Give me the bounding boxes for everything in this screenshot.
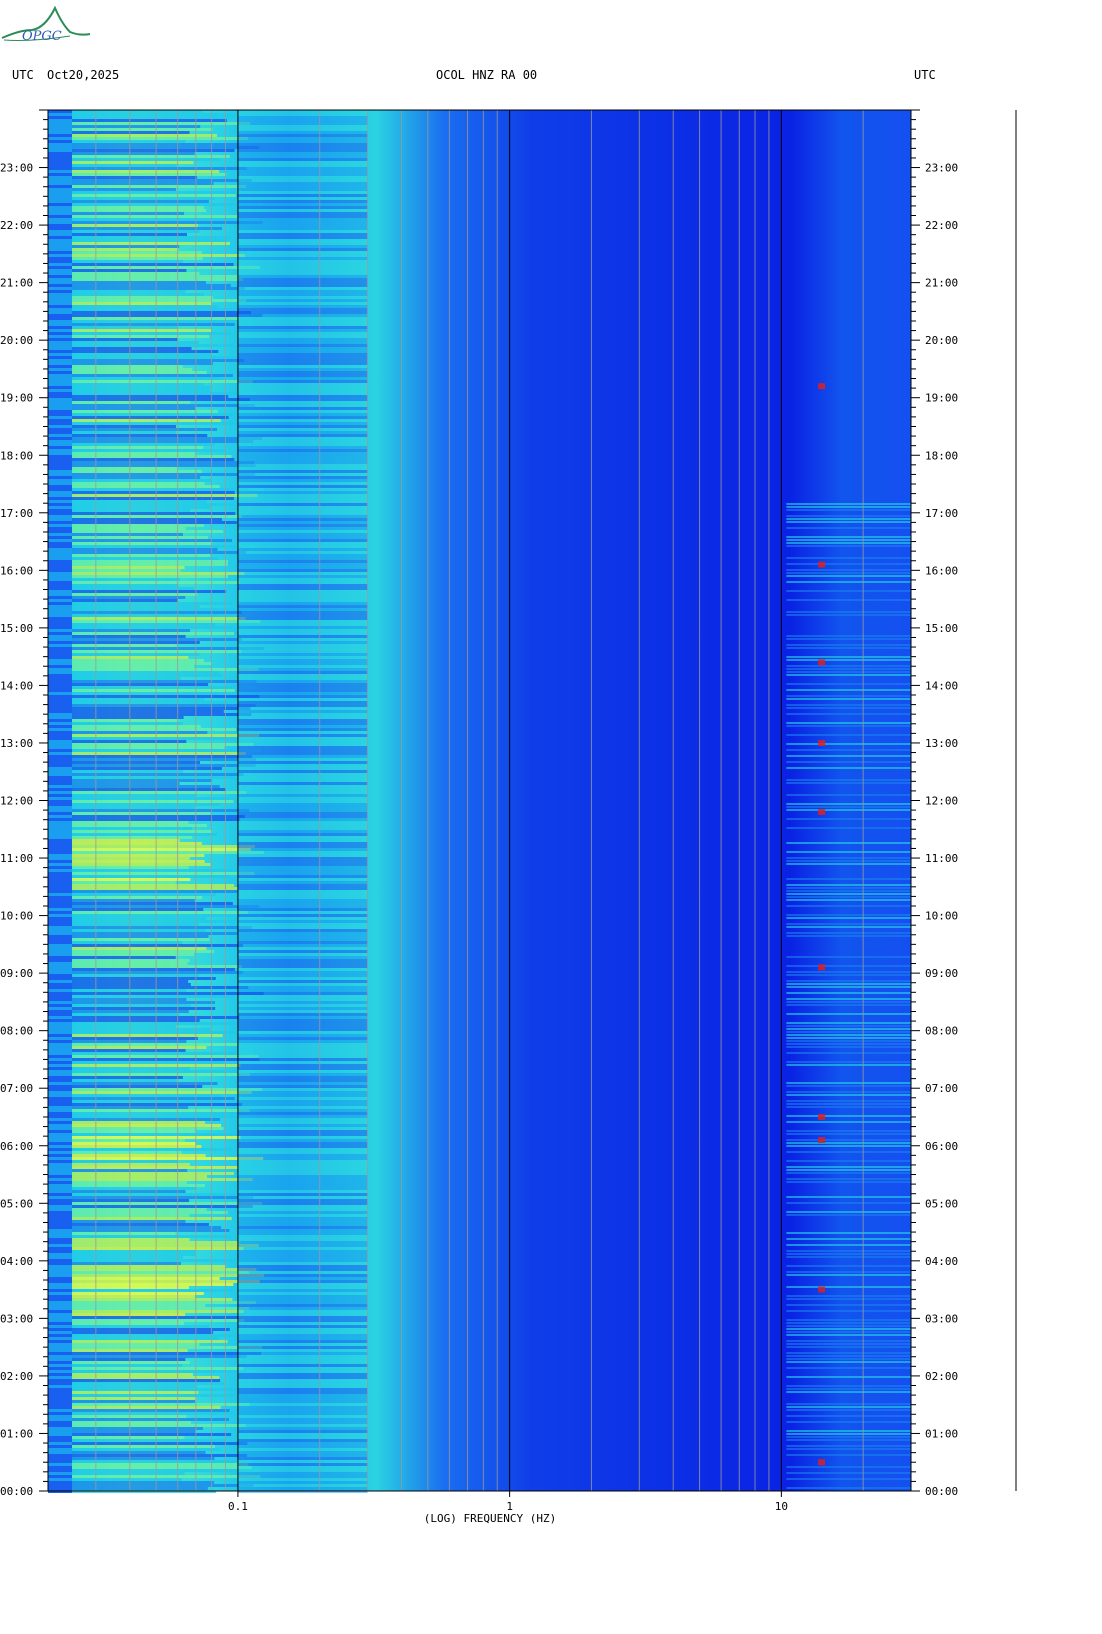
y-tick-label-left: 16:00 xyxy=(0,564,33,577)
y-tick-label-right: 17:00 xyxy=(925,507,958,520)
y-tick-label-left: 10:00 xyxy=(0,910,33,923)
y-tick-label-left: 05:00 xyxy=(0,1197,33,1210)
left-timezone-label: UTC xyxy=(12,68,34,82)
y-tick-label-left: 20:00 xyxy=(0,334,33,347)
x-axis-label: (LOG) FREQUENCY (HZ) xyxy=(424,1512,556,1525)
y-tick-label-left: 01:00 xyxy=(0,1427,33,1440)
opgc-logo: OPGC xyxy=(1,5,91,44)
y-tick-label-right: 08:00 xyxy=(925,1025,958,1038)
y-tick-label-right: 00:00 xyxy=(925,1485,958,1498)
y-tick-label-left: 00:00 xyxy=(0,1485,33,1498)
y-tick-label-right: 13:00 xyxy=(925,737,958,750)
y-tick-label-right: 06:00 xyxy=(925,1140,958,1153)
y-tick-label-right: 07:00 xyxy=(925,1082,958,1095)
y-tick-label-right: 21:00 xyxy=(925,277,958,290)
y-tick-label-right: 11:00 xyxy=(925,852,958,865)
y-tick-label-right: 16:00 xyxy=(925,564,958,577)
y-tick-label-left: 04:00 xyxy=(0,1255,33,1268)
y-tick-label-left: 17:00 xyxy=(0,507,33,520)
station-label: OCOL HNZ RA 00 xyxy=(436,68,538,82)
y-tick-label-right: 22:00 xyxy=(925,219,958,232)
y-tick-label-left: 14:00 xyxy=(0,679,33,692)
y-tick-label-right: 02:00 xyxy=(925,1370,958,1383)
y-tick-label-left: 08:00 xyxy=(0,1025,33,1038)
y-tick-label-left: 21:00 xyxy=(0,277,33,290)
y-tick-label-left: 15:00 xyxy=(0,622,33,635)
y-tick-label-left: 11:00 xyxy=(0,852,33,865)
y-tick-label-right: 20:00 xyxy=(925,334,958,347)
y-tick-label-right: 05:00 xyxy=(925,1197,958,1210)
svg-text:OPGC: OPGC xyxy=(22,29,62,44)
y-tick-label-left: 22:00 xyxy=(0,219,33,232)
y-tick-label-right: 19:00 xyxy=(925,392,958,405)
y-tick-label-left: 03:00 xyxy=(0,1312,33,1325)
y-tick-label-left: 23:00 xyxy=(0,162,33,175)
y-tick-label-right: 03:00 xyxy=(925,1312,958,1325)
y-tick-label-right: 04:00 xyxy=(925,1255,958,1268)
y-tick-label-right: 14:00 xyxy=(925,679,958,692)
y-tick-label-left: 07:00 xyxy=(0,1082,33,1095)
y-tick-label-right: 12:00 xyxy=(925,795,958,808)
y-tick-label-left: 19:00 xyxy=(0,392,33,405)
y-tick-label-left: 09:00 xyxy=(0,967,33,980)
y-tick-label-right: 10:00 xyxy=(925,910,958,923)
y-tick-label-left: 18:00 xyxy=(0,449,33,462)
right-timezone-label: UTC xyxy=(914,68,936,82)
date-label: Oct20,2025 xyxy=(47,68,120,82)
y-tick-label-left: 02:00 xyxy=(0,1370,33,1383)
y-tick-label-left: 12:00 xyxy=(0,795,33,808)
y-tick-label-right: 15:00 xyxy=(925,622,958,635)
y-tick-label-right: 18:00 xyxy=(925,449,958,462)
y-tick-label-right: 23:00 xyxy=(925,162,958,175)
y-tick-label-left: 13:00 xyxy=(0,737,33,750)
y-tick-label-left: 06:00 xyxy=(0,1140,33,1153)
x-tick-label: 1 xyxy=(506,1500,513,1513)
x-tick-label: 10 xyxy=(775,1500,788,1513)
y-tick-label-right: 01:00 xyxy=(925,1427,958,1440)
x-tick-label: 0.1 xyxy=(228,1500,248,1513)
y-tick-label-right: 09:00 xyxy=(925,967,958,980)
